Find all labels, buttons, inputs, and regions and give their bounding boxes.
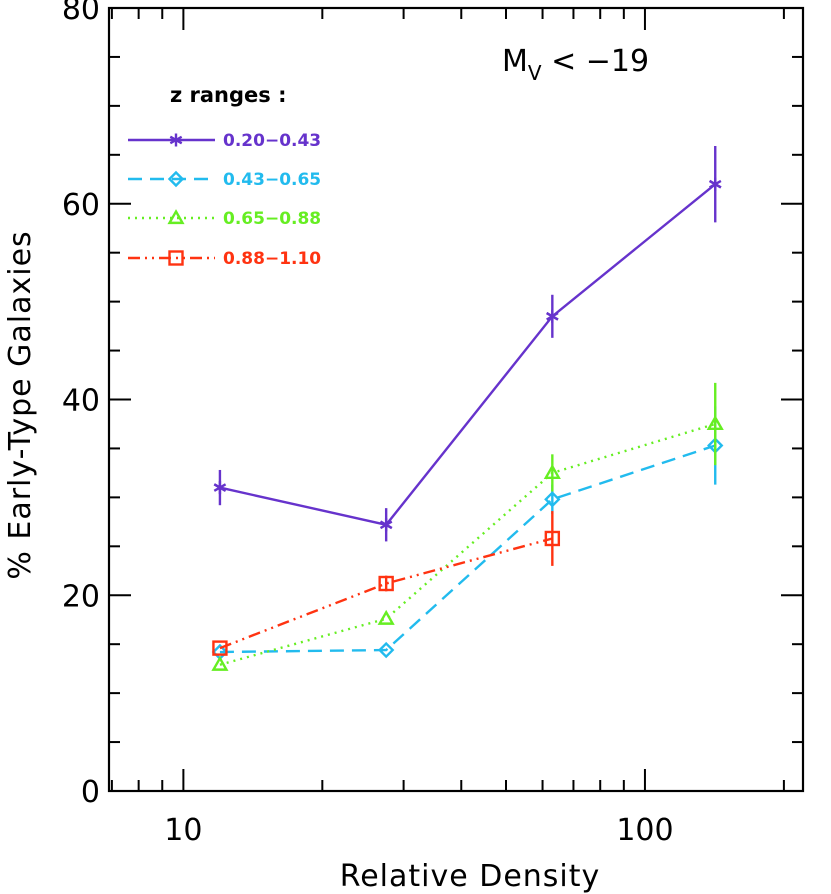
diamond-marker	[544, 491, 561, 508]
series-line	[219, 537, 553, 650]
x-axis-title: Relative Density	[340, 859, 601, 894]
asterisk-marker	[213, 481, 227, 495]
series-0.65−0.88	[211, 382, 724, 671]
annotation-rest: < −19	[542, 44, 650, 79]
series-line	[219, 183, 716, 527]
series-line	[219, 444, 716, 654]
annotation-sub: V	[528, 61, 542, 85]
legend: z ranges : 0.20−0.43 0.43−0.65 0.65−0.88 0.…	[128, 83, 321, 269]
legend-label: 0.65−0.88	[223, 209, 321, 229]
series-line	[219, 422, 716, 666]
triangle-marker	[543, 463, 561, 479]
triangle-marker	[377, 609, 395, 625]
square-marker	[378, 575, 394, 592]
x-axis: 10 100	[110, 8, 785, 848]
asterisk-marker	[546, 309, 559, 323]
legend-label: 0.43−0.65	[223, 170, 321, 190]
triangle-marker	[706, 415, 724, 431]
series-layer	[211, 146, 724, 671]
y-tick-label: 40	[62, 384, 100, 419]
diamond-marker	[167, 170, 185, 188]
x-tick-label: 100	[616, 813, 673, 848]
asterisk-stroke	[546, 312, 559, 321]
legend-title: z ranges :	[170, 83, 287, 107]
square-marker	[168, 250, 184, 266]
magnitude-annotation: MV < −19	[502, 44, 649, 85]
y-tick-label: 0	[81, 775, 100, 810]
triangle-marker	[211, 655, 229, 671]
square-marker	[544, 530, 561, 547]
y-tick-label: 80	[62, 0, 100, 27]
asterisk-stroke	[169, 135, 183, 145]
square-marker	[212, 640, 228, 656]
asterisk-marker	[169, 133, 183, 147]
legend-label: 0.20−0.43	[223, 131, 321, 151]
x-tick-label: 10	[164, 813, 202, 848]
asterisk-stroke	[213, 483, 227, 492]
annotation-base: M	[502, 44, 528, 79]
plot-frame	[107, 6, 805, 793]
asterisk-marker	[379, 518, 393, 532]
y-tick-label: 60	[62, 188, 100, 223]
y-axis-title: % Early-Type Galaxies	[3, 230, 38, 579]
y-axis: 0 20 40 60 80	[62, 0, 803, 810]
y-tick-label: 20	[62, 579, 100, 614]
diamond-marker	[377, 641, 395, 659]
asterisk-stroke	[708, 179, 722, 189]
plot-border	[107, 6, 805, 793]
asterisk-marker	[708, 177, 722, 191]
legend-label: 0.88−1.10	[223, 249, 321, 269]
series-0.20−0.43	[213, 146, 722, 542]
series-0.88−1.10	[212, 511, 561, 656]
triangle-marker	[167, 209, 185, 225]
asterisk-stroke	[379, 520, 393, 530]
